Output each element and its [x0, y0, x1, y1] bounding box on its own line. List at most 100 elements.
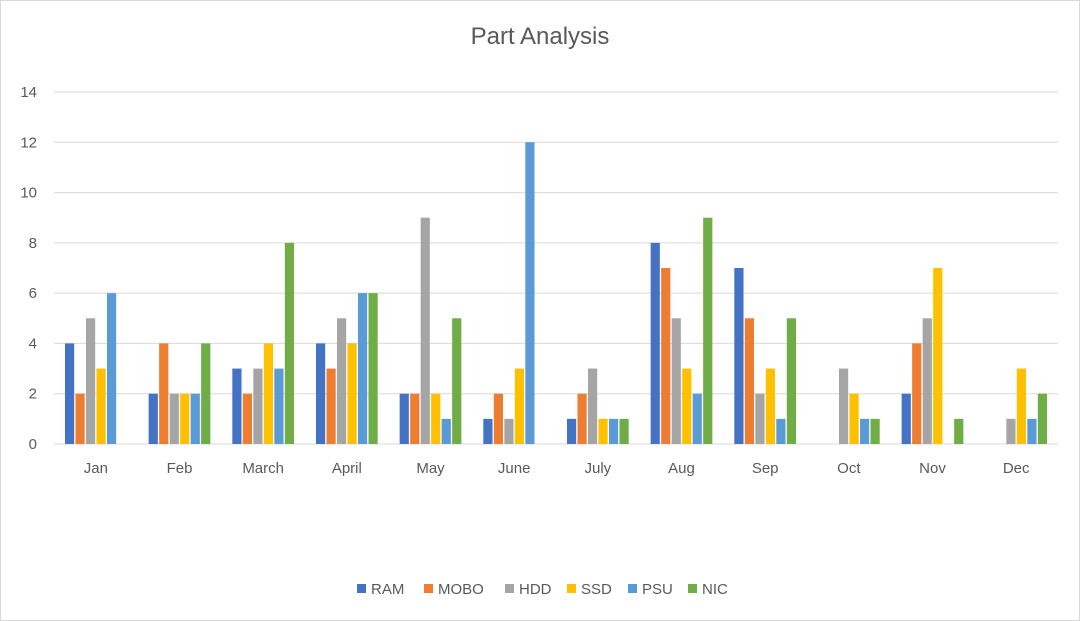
x-tick-label: April [332, 460, 362, 477]
bar-ssd-aug [682, 368, 692, 444]
y-tick-label: 10 [20, 185, 37, 202]
bar-hdd-sep [755, 393, 765, 444]
bar-hdd-jan [85, 318, 96, 444]
bar-hdd-march [253, 368, 263, 444]
bar-mobo-feb [159, 343, 169, 444]
legend: RAM MOBO HDD SSD PSU NIC [357, 581, 728, 598]
bar-psu-feb [190, 393, 200, 444]
legend-label-ram: RAM [371, 581, 404, 598]
legend-label-psu: PSU [642, 581, 673, 598]
bar-nic-nov [954, 418, 964, 444]
bar-ssd-dec [1016, 368, 1027, 444]
bar-hdd-june [504, 418, 514, 444]
legend-swatch-ssd [567, 584, 576, 593]
legend-swatch-nic [688, 584, 697, 593]
bar-hdd-nov [922, 318, 932, 444]
bar-ram-sep [734, 268, 744, 444]
bar-psu-march [274, 368, 284, 444]
bar-mobo-april [326, 368, 336, 444]
bar-ssd-may [431, 393, 441, 444]
bar-hdd-dec [1006, 418, 1016, 444]
y-tick-label: 12 [20, 134, 37, 151]
bar-ram-nov [901, 393, 911, 444]
bar-ram-jan [64, 343, 75, 444]
bar-mobo-sep [744, 318, 755, 444]
bar-ssd-march [263, 343, 274, 444]
y-tick-label: 4 [29, 335, 37, 352]
bar-psu-dec [1027, 418, 1037, 444]
legend-label-ssd: SSD [581, 581, 612, 598]
legend-label-nic: NIC [702, 581, 728, 598]
bar-ssd-july [598, 418, 608, 444]
legend-label-hdd: HDD [519, 581, 552, 598]
legend-swatch-mobo [424, 584, 433, 593]
bar-ssd-nov [933, 268, 943, 444]
x-tick-label: Sep [752, 460, 779, 477]
chart-title: Part Analysis [471, 23, 610, 50]
legend-swatch-hdd [505, 584, 514, 593]
x-tick-label: Feb [167, 460, 193, 477]
bar-hdd-aug [671, 318, 681, 444]
bar-ram-aug [650, 242, 660, 444]
legend-swatch-psu [628, 584, 637, 593]
bar-mobo-nov [912, 343, 922, 444]
bar-nic-aug [703, 217, 713, 444]
bar-psu-jan [106, 293, 117, 444]
bar-psu-june [525, 142, 535, 445]
gridlines [54, 91, 1058, 445]
bar-ram-may [399, 393, 409, 444]
bar-nic-oct [870, 418, 880, 444]
x-tick-label: June [498, 460, 531, 477]
bar-psu-april [357, 293, 368, 444]
bar-ram-march [232, 368, 242, 444]
y-axis-ticks: 0 2 4 6 8 10 12 14 [20, 84, 37, 453]
bar-psu-aug [692, 393, 702, 444]
y-tick-label: 14 [20, 84, 37, 101]
legend-label-mobo: MOBO [438, 581, 484, 598]
y-tick-label: 0 [29, 436, 37, 453]
bar-mobo-aug [661, 268, 671, 444]
bar-mobo-jan [75, 393, 85, 444]
bar-hdd-may [420, 217, 430, 444]
x-tick-label: Aug [668, 460, 695, 477]
bar-psu-sep [776, 418, 786, 444]
bar-nic-feb [201, 343, 211, 444]
bar-hdd-oct [838, 368, 849, 444]
legend-swatch-ram [357, 584, 366, 593]
bar-psu-july [608, 418, 619, 444]
x-tick-label: March [242, 460, 284, 477]
x-tick-label: Dec [1003, 460, 1030, 477]
bar-hdd-feb [169, 393, 179, 444]
bar-nic-march [284, 242, 295, 444]
y-tick-label: 2 [29, 386, 37, 403]
bar-ssd-oct [849, 393, 859, 444]
bar-ssd-jan [96, 368, 106, 444]
bar-psu-may [441, 418, 451, 444]
bar-ram-feb [148, 393, 158, 444]
bar-nic-april [368, 293, 378, 444]
bar-ssd-june [514, 368, 525, 444]
x-tick-label: Jan [84, 460, 108, 477]
bar-ssd-april [347, 343, 357, 444]
bar-mobo-june [493, 393, 504, 444]
x-tick-label: Oct [837, 460, 861, 477]
bar-ram-june [483, 418, 493, 444]
bar-nic-sep [786, 318, 797, 444]
y-tick-label: 8 [29, 235, 37, 252]
bar-ram-april [315, 343, 326, 444]
bar-psu-oct [859, 418, 870, 444]
bar-ssd-feb [180, 393, 190, 444]
x-axis-ticks: Jan Feb March April May June July Aug Sep Oct Nov D… [84, 460, 1030, 477]
bars [64, 142, 1048, 445]
bar-ssd-sep [765, 368, 776, 444]
bar-nic-july [619, 418, 629, 444]
bar-nic-may [452, 318, 462, 444]
x-tick-label: Nov [919, 460, 946, 477]
bar-hdd-april [336, 318, 347, 444]
bar-nic-dec [1037, 393, 1048, 444]
y-tick-label: 6 [29, 285, 37, 302]
bar-mobo-march [242, 393, 253, 444]
x-tick-label: July [584, 460, 611, 477]
